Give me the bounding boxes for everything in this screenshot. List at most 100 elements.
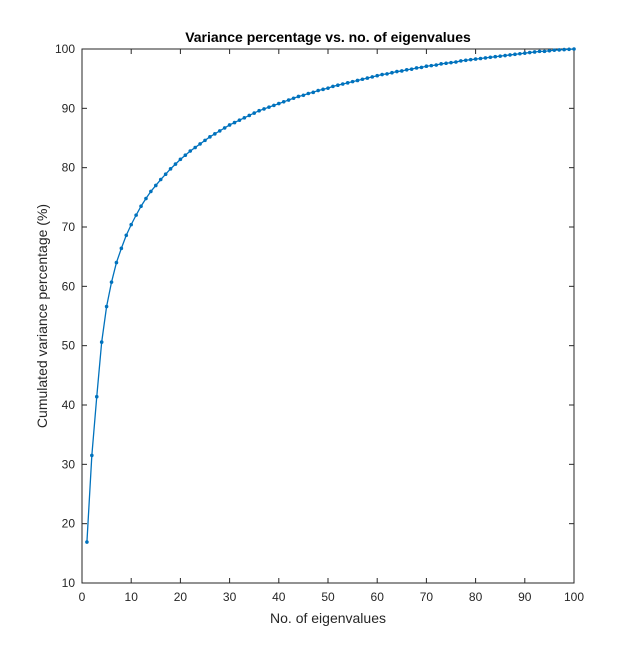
- data-point: [316, 88, 320, 93]
- data-point: [493, 54, 498, 59]
- data-point: [267, 105, 271, 109]
- data-point: [257, 108, 261, 113]
- data-point: [198, 142, 202, 146]
- data-point: [380, 72, 384, 77]
- data-point: [232, 120, 237, 125]
- y-tick-label: 30: [62, 457, 76, 471]
- data-point: [129, 222, 133, 227]
- data-point: [227, 123, 232, 127]
- x-tick-label: 40: [272, 590, 286, 604]
- data-point: [281, 100, 286, 104]
- data-point: [370, 75, 375, 79]
- data-point: [183, 153, 188, 158]
- x-tick-label: 10: [125, 590, 139, 604]
- data-point: [395, 69, 399, 74]
- x-tick-label: 50: [321, 590, 335, 604]
- data-point: [532, 50, 537, 54]
- y-tick-label: 90: [62, 101, 76, 115]
- data-point: [375, 73, 380, 78]
- data-point: [365, 76, 370, 80]
- y-tick-label: 60: [62, 279, 76, 293]
- data-point: [85, 540, 89, 544]
- data-point: [321, 87, 325, 92]
- data-point: [149, 189, 153, 194]
- data-point: [468, 57, 473, 62]
- data-point: [340, 82, 345, 86]
- data-point: [518, 51, 522, 56]
- y-tick-label: 70: [62, 220, 76, 234]
- chart-title: Variance percentage vs. no. of eigenvalu…: [185, 29, 471, 45]
- data-point: [449, 60, 453, 65]
- y-axis-label: Cumulated variance percentage (%): [34, 204, 50, 428]
- data-point: [567, 47, 571, 52]
- data-point: [523, 51, 527, 55]
- series-markers: [85, 47, 576, 544]
- data-point: [252, 111, 256, 115]
- data-point: [355, 78, 360, 83]
- x-tick-label: 80: [469, 590, 483, 604]
- data-point: [429, 63, 434, 68]
- data-point: [400, 69, 404, 73]
- data-point: [572, 47, 576, 51]
- data-point: [203, 138, 207, 143]
- data-point: [478, 56, 483, 61]
- data-point: [222, 126, 227, 130]
- data-point: [119, 246, 124, 251]
- y-axis: 10 20 30 40 50 60 70 80 90 100: [55, 42, 574, 590]
- data-point: [336, 83, 340, 87]
- data-point: [168, 167, 173, 171]
- data-point: [306, 91, 311, 96]
- data-point: [444, 61, 448, 66]
- y-tick-label: 80: [62, 161, 76, 175]
- data-point: [301, 93, 306, 98]
- data-point: [158, 177, 163, 182]
- data-point: [404, 67, 409, 72]
- data-point: [124, 233, 129, 238]
- data-point: [291, 96, 296, 101]
- x-tick-label: 90: [518, 590, 532, 604]
- data-point: [547, 48, 552, 53]
- data-point: [326, 86, 330, 90]
- plot-area-frame: [81, 48, 575, 584]
- x-tick-label: 100: [564, 590, 584, 604]
- data-point: [277, 101, 281, 106]
- data-point: [188, 149, 193, 153]
- data-point: [193, 145, 197, 150]
- data-point: [390, 70, 394, 75]
- data-point: [104, 304, 109, 309]
- data-point: [557, 48, 562, 52]
- data-point: [311, 90, 316, 95]
- data-point: [134, 213, 138, 217]
- data-point: [473, 57, 478, 61]
- data-point: [537, 49, 542, 54]
- y-tick-label: 50: [62, 339, 76, 353]
- data-point: [208, 135, 212, 139]
- data-point: [272, 103, 276, 108]
- data-point: [360, 77, 365, 82]
- series-line: [86, 48, 575, 543]
- data-point: [213, 132, 217, 136]
- x-tick-label: 0: [79, 590, 86, 604]
- data-point: [454, 60, 458, 64]
- data-point: [90, 453, 94, 458]
- data-point: [498, 54, 503, 58]
- data-point: [419, 65, 424, 70]
- data-point: [434, 63, 439, 67]
- data-point: [508, 53, 512, 57]
- x-tick-label: 20: [174, 590, 188, 604]
- data-point: [237, 118, 242, 122]
- data-point: [331, 84, 335, 89]
- data-point: [154, 183, 158, 188]
- x-axis: 0 10 20 30 40 50 60 70 80 90 100: [79, 49, 584, 604]
- data-point: [542, 49, 547, 54]
- data-point: [139, 204, 143, 209]
- y-tick-label: 10: [62, 576, 76, 590]
- data-point: [109, 280, 114, 284]
- data-point: [463, 58, 468, 63]
- data-point: [385, 72, 389, 76]
- x-axis-label: No. of eigenvalues: [270, 610, 386, 626]
- data-point: [242, 116, 247, 120]
- y-tick-label: 20: [62, 517, 76, 531]
- data-point: [144, 196, 148, 201]
